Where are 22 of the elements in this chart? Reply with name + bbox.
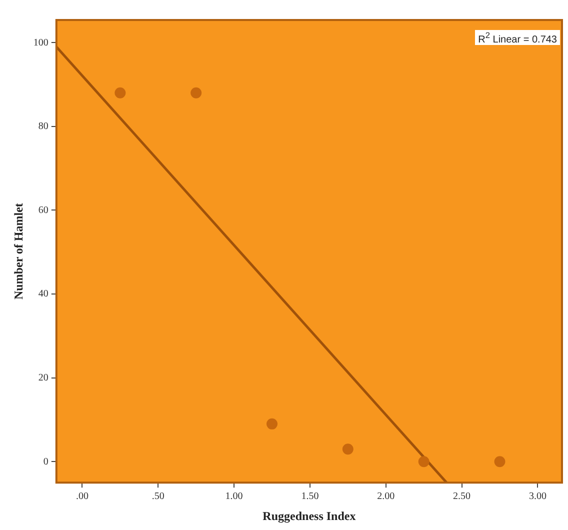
y-axis-title: Number of Hamlet (11, 203, 26, 300)
y-tick-label: 20 (38, 372, 48, 384)
point (114, 87, 126, 98)
x-tick-label: .00 (76, 491, 88, 502)
x-tick-label: 3.00 (528, 491, 546, 502)
x-tick-label: 2.50 (453, 491, 471, 502)
annotation: R$^{2}$ Linear = 0.743 (475, 30, 560, 46)
y-tick-label: 60 (38, 204, 48, 216)
x-tick-label: 1.00 (225, 491, 243, 502)
y-tick-label: 100 (33, 37, 48, 48)
y-tick-label: 80 (38, 121, 48, 132)
x-tick-label: 2.00 (377, 491, 395, 502)
x-axis-title: Ruggedness Index (262, 508, 356, 523)
point (190, 87, 202, 98)
x-tick-label: .50 (152, 491, 164, 502)
y-tick-label: 40 (38, 288, 48, 300)
point (494, 456, 506, 468)
point (342, 444, 354, 455)
x-tick-label: 1.50 (301, 491, 319, 502)
point (266, 418, 278, 430)
y-tick-label: 0 (43, 456, 48, 468)
point (418, 456, 430, 468)
